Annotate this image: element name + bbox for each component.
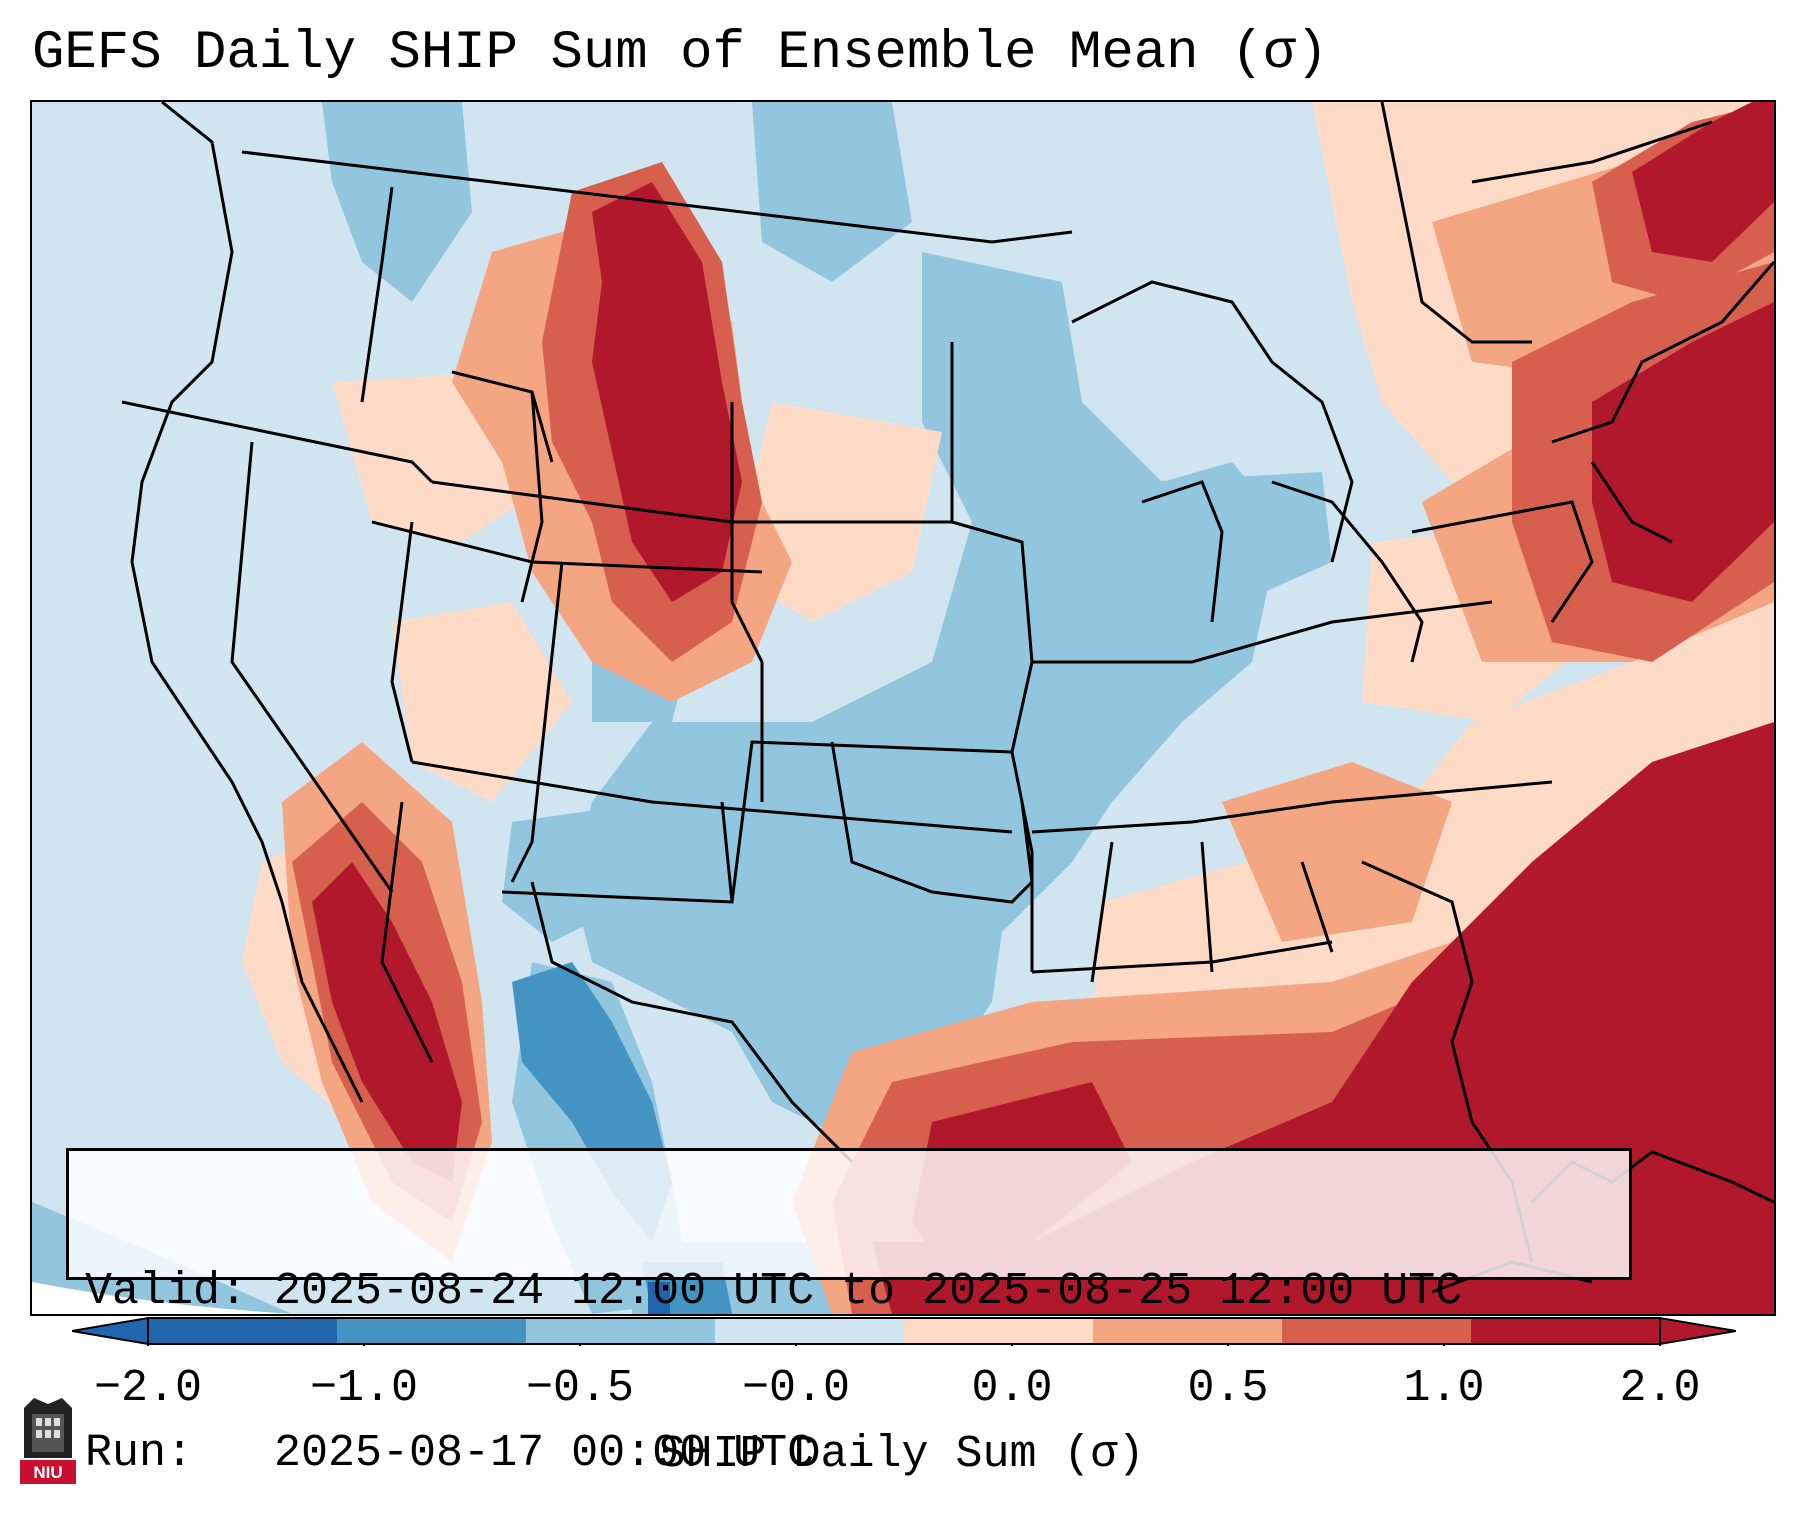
colorbar-segment xyxy=(526,1318,716,1344)
colorbar-tick-label: −0.5 xyxy=(525,1363,635,1414)
colorbar-segment xyxy=(1093,1318,1283,1344)
colorbar-segment xyxy=(1471,1318,1661,1344)
colorbar-tick-label: 0.5 xyxy=(1187,1363,1269,1414)
colorbar-segments xyxy=(72,1316,1736,1346)
colorbar-extend-high xyxy=(1659,1316,1736,1346)
colorbar-tick-label: −1.0 xyxy=(309,1363,419,1414)
colorbar-tick-label: 0.0 xyxy=(971,1363,1053,1414)
boundary-lines xyxy=(121,102,1774,1294)
run-time-text: Run: 2025-08-17 00:00 UTC xyxy=(85,1428,815,1479)
colorbar-tick-label: 2.0 xyxy=(1619,1363,1701,1414)
no-data-region xyxy=(32,1282,632,1314)
map-title: GEFS Daily SHIP Sum of Ensemble Mean (σ) xyxy=(32,23,1329,84)
colorbar-segment xyxy=(337,1318,527,1344)
colorbar xyxy=(72,1316,1736,1346)
map-panel xyxy=(30,100,1776,1316)
colorbar-segment xyxy=(904,1318,1094,1344)
conus-map-icon xyxy=(32,102,1774,1314)
valid-run-info-box: Valid: 2025-08-24 12:00 UTC to 2025-08-2… xyxy=(66,1148,1632,1479)
colorbar-segment xyxy=(715,1318,905,1344)
logo-text: NIU xyxy=(33,1463,62,1482)
colorbar-tick-label: −2.0 xyxy=(93,1363,203,1414)
valid-time-text: Valid: 2025-08-24 12:00 UTC to 2025-08-2… xyxy=(85,1266,1463,1317)
colorbar-tick-label: −0.0 xyxy=(741,1363,851,1414)
colorbar-tick-label: 1.0 xyxy=(1403,1363,1485,1414)
niu-logo-icon: NIU xyxy=(20,1398,76,1484)
colorbar-label: SHIP Daily Sum (σ) xyxy=(658,1429,1145,1480)
colorbar-outline xyxy=(147,1317,1661,1345)
colorbar-segment xyxy=(1282,1318,1472,1344)
colorbar-extend-low xyxy=(72,1316,149,1346)
colorbar-segment xyxy=(148,1318,338,1344)
colorbar-ticks xyxy=(147,1344,1661,1346)
extreme-negative-cell xyxy=(648,1282,670,1314)
